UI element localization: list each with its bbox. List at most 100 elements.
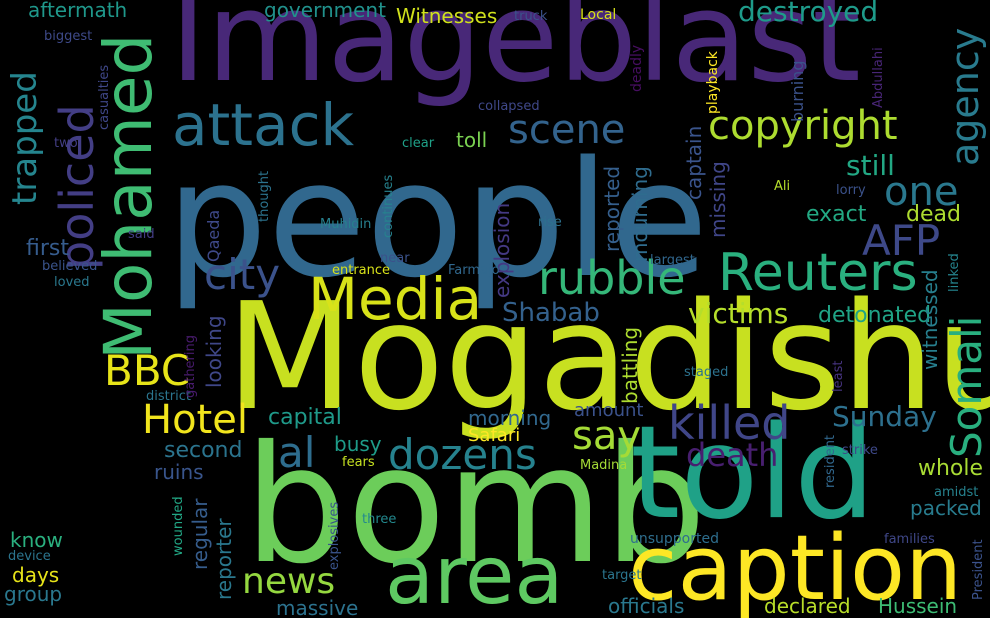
word: toll <box>456 128 488 152</box>
word: whole <box>918 456 984 481</box>
word: Mogadishu <box>226 271 990 443</box>
word: district <box>146 389 191 404</box>
word: AFP <box>862 216 941 265</box>
word: dead <box>906 202 961 227</box>
word: killed <box>668 396 791 450</box>
word: loved <box>54 275 90 290</box>
word: Ali <box>774 179 791 194</box>
word: witnessed <box>918 269 942 370</box>
word: scene <box>508 107 626 153</box>
word: busy <box>334 432 382 456</box>
word: dozens <box>388 430 537 479</box>
word: one <box>884 169 959 215</box>
word: Shabab <box>502 298 600 328</box>
word: death <box>686 436 779 474</box>
word: exact <box>806 202 867 227</box>
word: clear <box>402 136 435 151</box>
word: playback <box>705 51 721 114</box>
word: detonated <box>818 303 932 328</box>
word: Imageblast <box>170 0 861 110</box>
word: caption <box>628 516 963 618</box>
word: captain <box>682 125 706 200</box>
word: amidst <box>934 485 979 500</box>
word: government <box>264 0 386 22</box>
word: Somali <box>942 315 990 458</box>
word: battling <box>618 326 642 404</box>
word: area <box>385 529 564 618</box>
word: Safari <box>468 425 521 446</box>
word: rise <box>538 215 562 230</box>
word: bomb <box>244 412 707 600</box>
word: destroyed <box>738 0 879 28</box>
word: entrance <box>332 263 391 278</box>
word: city <box>204 250 281 299</box>
word: three <box>362 512 397 527</box>
word: collapsed <box>478 99 540 114</box>
word: Media <box>308 265 483 333</box>
word: families <box>884 532 935 547</box>
word: looking <box>202 315 226 388</box>
word: target <box>602 568 642 583</box>
word: missing <box>706 161 730 238</box>
word: trapped <box>5 71 45 205</box>
word: continues <box>381 174 396 238</box>
word: still <box>846 149 895 182</box>
word: Witnesses <box>396 4 498 28</box>
word: know <box>10 528 63 552</box>
word: fears <box>342 455 375 470</box>
word: burning <box>788 60 807 122</box>
word: Hussein <box>878 594 958 618</box>
word: first <box>26 236 69 261</box>
word: Muhidin <box>320 217 372 232</box>
word: Abdullahi <box>871 47 886 108</box>
word: Local <box>580 7 617 23</box>
word: thought <box>257 170 272 222</box>
word: mourning <box>628 166 652 262</box>
word: people <box>166 126 709 313</box>
word: Sunday <box>832 400 937 433</box>
word: least <box>831 360 846 392</box>
word: amount <box>574 400 644 421</box>
word: reporter <box>212 518 236 600</box>
word: aftermath <box>28 0 128 22</box>
word: officials <box>608 594 685 618</box>
word: told <box>630 399 876 548</box>
word: reported <box>600 165 624 252</box>
word: morning <box>468 406 552 430</box>
word: ruins <box>154 460 204 484</box>
word: massive <box>276 596 359 618</box>
word: lorry <box>836 183 866 198</box>
word: largest <box>650 253 695 268</box>
word: two <box>54 136 78 151</box>
word: capital <box>268 405 342 430</box>
word: said <box>128 227 155 242</box>
word: explosion <box>490 202 514 298</box>
word: BBC <box>104 346 191 395</box>
word: copyright <box>708 103 898 149</box>
word: linked <box>947 253 962 292</box>
word: truck <box>514 9 548 24</box>
word: gathering <box>183 334 198 398</box>
word: regular <box>188 498 212 571</box>
word: Reuters <box>718 243 918 303</box>
word: rubble <box>538 251 686 305</box>
word: al <box>278 428 316 477</box>
word: President <box>971 539 986 600</box>
word: near <box>380 251 410 266</box>
word: explosives <box>327 501 342 570</box>
word: believed <box>42 259 98 274</box>
word: Madina <box>580 458 628 473</box>
word: unsupported <box>630 531 719 547</box>
word: wounded <box>171 496 186 556</box>
word: group <box>4 582 63 606</box>
word: deadly <box>629 44 645 92</box>
word: second <box>164 438 243 463</box>
word: attack <box>172 91 355 159</box>
word: Farmajo <box>448 263 500 278</box>
word: days <box>12 563 60 587</box>
word: packed <box>910 496 982 520</box>
word: biggest <box>44 29 93 44</box>
word: device <box>8 549 51 564</box>
word: news <box>242 561 336 602</box>
